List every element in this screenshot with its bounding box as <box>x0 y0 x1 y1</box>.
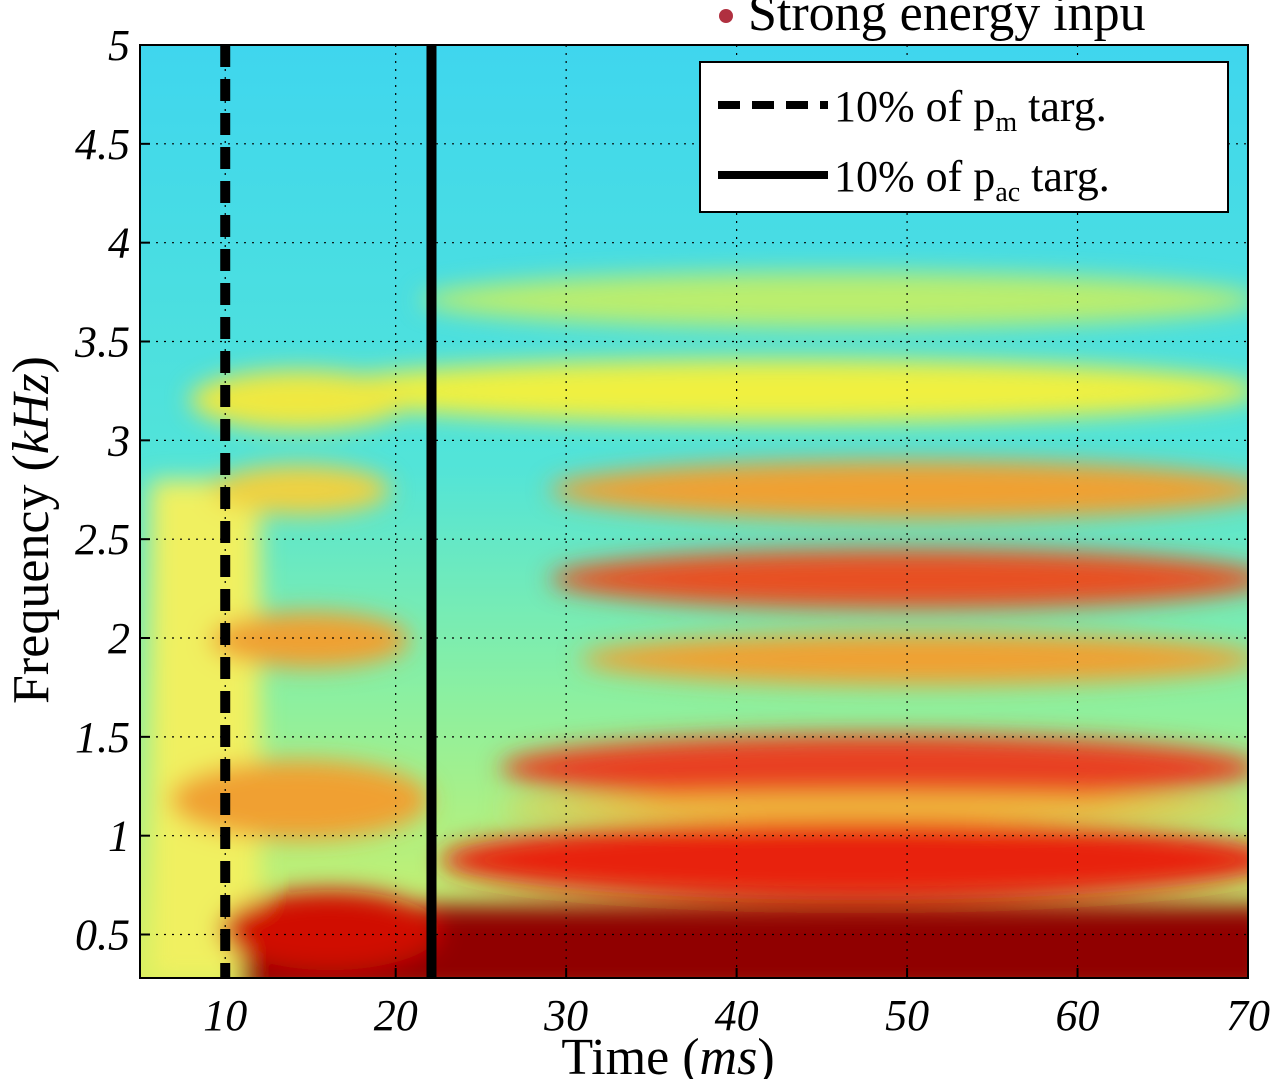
x-tick-label: 20 <box>374 991 418 1040</box>
legend-text: 10% of p <box>834 82 995 131</box>
x-axis-label: Time (ms) <box>561 1029 774 1079</box>
x-tick-label: 60 <box>1056 991 1100 1040</box>
y-tick-label: 2 <box>108 614 130 663</box>
y-tick-label: 2.5 <box>75 515 130 564</box>
x-tick-label: 50 <box>885 991 929 1040</box>
y-tick-label: 5 <box>108 21 130 70</box>
y-tick-label: 1 <box>108 812 130 861</box>
legend-suffix: targ. <box>1017 82 1107 131</box>
y-label-text: Frequency ( <box>3 454 60 704</box>
legend: 10% of pm targ.10% of pac targ. <box>699 61 1229 213</box>
y-tick-label: 1.5 <box>75 713 130 762</box>
y-label-close: ) <box>3 356 60 373</box>
marker-lines <box>220 45 437 978</box>
legend-box <box>699 61 1229 213</box>
x-label-close: ) <box>757 1029 774 1079</box>
legend-label: 10% of pm targ. <box>834 82 1107 138</box>
legend-subscript: ac <box>995 177 1020 208</box>
legend-text: 10% of p <box>834 152 995 201</box>
bullet <box>719 9 733 23</box>
x-tick-label: 40 <box>715 991 759 1040</box>
legend-label: 10% of pac targ. <box>834 152 1110 208</box>
x-label-unit: ms <box>700 1029 758 1079</box>
ticks: 10 20 30 40 50 60 70 0.5 1 1.5 2 2.5 3 3.5 4 4.5 5 <box>74 21 1270 1040</box>
heatmap-bands <box>150 272 1248 978</box>
y-label-unit: kHz <box>3 373 60 454</box>
y-tick-label: 4 <box>108 219 130 268</box>
legend-suffix: targ. <box>1020 152 1110 201</box>
x-tick-label: 30 <box>543 991 588 1040</box>
y-tick-label: 3 <box>107 416 130 465</box>
x-tick-label: 10 <box>203 991 247 1040</box>
x-tick-label: 70 <box>1226 991 1270 1040</box>
x-label-text: Time ( <box>561 1029 699 1079</box>
header-fragment: Strong energy inpu <box>748 0 1146 42</box>
y-tick-label: 3.5 <box>74 318 130 367</box>
y-tick-label: 0.5 <box>75 911 130 960</box>
legend-subscript: m <box>995 107 1017 138</box>
y-tick-label: 4.5 <box>75 120 130 169</box>
plot-frame <box>139 44 1249 979</box>
y-axis-label: Frequency (kHz) <box>3 356 60 704</box>
